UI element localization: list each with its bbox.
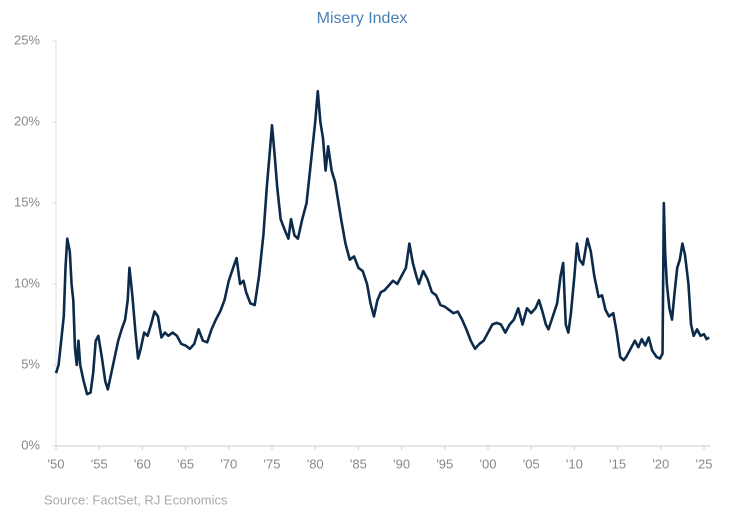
x-tick-label: '05	[523, 456, 540, 471]
x-tick-label: '20	[652, 456, 669, 471]
x-tick-label: '75	[264, 456, 281, 471]
y-tick-label: 25%	[14, 32, 40, 47]
x-tick-label: '70	[220, 456, 237, 471]
y-tick-label: 20%	[14, 113, 40, 128]
x-tick-label: '90	[393, 456, 410, 471]
x-tick-label: '85	[350, 456, 367, 471]
x-tick-label: '50	[48, 456, 65, 471]
y-tick-label: 15%	[14, 194, 40, 209]
y-tick-label: 5%	[21, 356, 40, 371]
x-tick-label: '10	[566, 456, 583, 471]
series-line	[54, 89, 710, 396]
source-note: Source: FactSet, RJ Economics	[44, 492, 228, 507]
x-tick-label: '25	[696, 456, 713, 471]
x-tick-label: '65	[177, 456, 194, 471]
chart-title: Misery Index	[317, 10, 408, 27]
x-tick-label: '80	[307, 456, 324, 471]
x-tick-label: '95	[436, 456, 453, 471]
x-tick-label: '55	[91, 456, 108, 471]
x-tick-label: '15	[609, 456, 626, 471]
x-tick-label: '00	[480, 456, 497, 471]
y-tick-label: 10%	[14, 275, 40, 290]
x-tick-label: '60	[134, 456, 151, 471]
y-tick-label: 0%	[21, 437, 40, 452]
